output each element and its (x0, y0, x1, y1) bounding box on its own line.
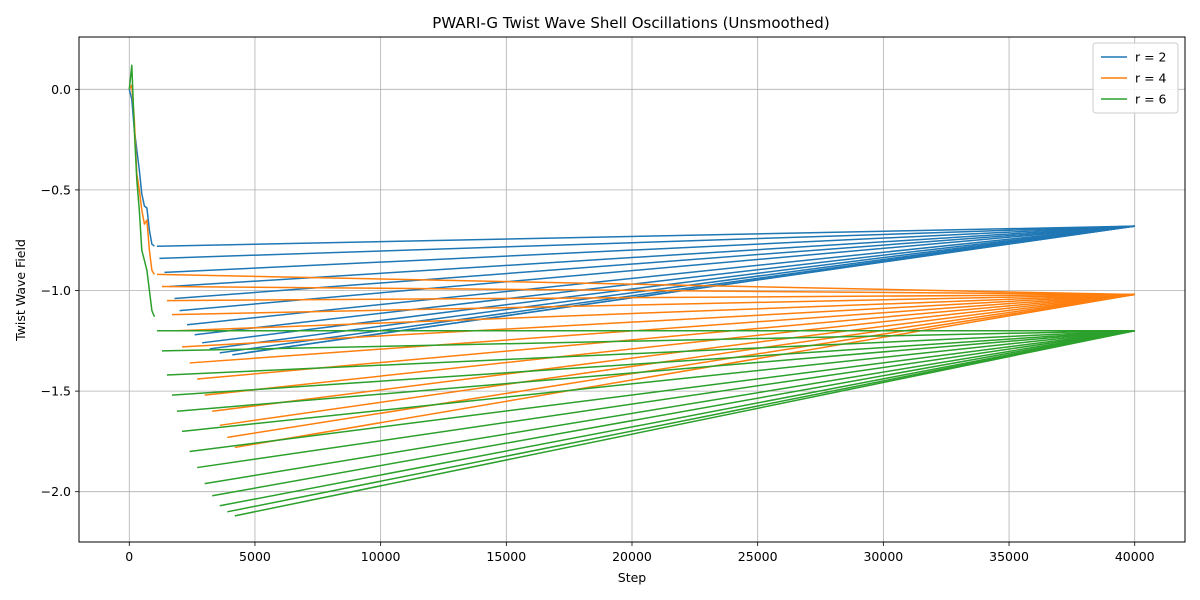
legend-label: r = 4 (1135, 71, 1167, 86)
series-1-segment (169, 225, 1135, 288)
series-1-segment (159, 225, 1135, 260)
series-1-segment (156, 225, 1135, 247)
x-tick-label: 40000 (1115, 549, 1155, 564)
series-2-segment (189, 293, 1135, 364)
series-1-segment (244, 225, 1135, 354)
series-2-segment (156, 273, 1135, 296)
y-tick-label: 0.0 (51, 82, 71, 97)
chart-title: PWARI-G Twist Wave Shell Oscillations (U… (432, 14, 829, 32)
series-3-segment (176, 329, 1135, 412)
series-2-segment (182, 293, 1135, 348)
grid-layer (79, 37, 1185, 542)
series-2-segment (227, 293, 1135, 439)
legend-label: r = 6 (1135, 92, 1167, 107)
series-2-segment (204, 293, 1135, 396)
x-tick-label: 20000 (612, 549, 652, 564)
series-1-segment (164, 225, 1135, 274)
legend-box (1092, 42, 1179, 114)
series-1-segment (209, 225, 1135, 350)
y-tick-label: −2.0 (41, 484, 71, 499)
x-tick-label: 5000 (239, 549, 271, 564)
series-3-initial-line (128, 64, 156, 317)
series-1-segment (194, 225, 1135, 336)
series-2-segment (197, 293, 1135, 380)
series-3-segment (204, 330, 1135, 485)
series-3-segment (166, 329, 1135, 376)
series-1-segment (174, 225, 1135, 300)
series-layer (128, 64, 1135, 517)
series-2-segment (234, 293, 1135, 449)
y-tick-label: −1.5 (41, 384, 71, 399)
x-tick-label: 30000 (863, 549, 903, 564)
series-2-segment (166, 293, 1135, 302)
series-3-segment (197, 330, 1135, 469)
y-axis-label: Twist Wave Field (13, 239, 28, 342)
x-tick-label: 15000 (486, 549, 526, 564)
series-2-segment (161, 285, 1135, 296)
series-2-segment (171, 293, 1135, 316)
x-tick-label: 0 (125, 549, 133, 564)
legend: r = 2 r = 4 r = 6 (1092, 42, 1179, 114)
tick-layer: 0 5000 10000 15000 20000 25000 30000 35000 40000… (41, 82, 1155, 564)
series-2-segment (219, 293, 1135, 427)
series-3-segment (171, 329, 1135, 396)
series-2-segment (177, 293, 1135, 332)
series-3-segment (181, 329, 1135, 433)
series-2 (128, 84, 1135, 449)
series-1-segment (187, 225, 1135, 326)
series-1-segment (179, 225, 1135, 312)
x-tick-label: 10000 (361, 549, 401, 564)
x-tick-label: 25000 (738, 549, 778, 564)
series-2-segment (212, 293, 1135, 412)
series-3-segment (212, 330, 1135, 497)
legend-label: r = 2 (1135, 50, 1167, 65)
series-3-segment (189, 330, 1135, 453)
series-3-segment (227, 330, 1135, 513)
y-tick-label: −1.0 (41, 283, 71, 298)
x-tick-label: 35000 (989, 549, 1029, 564)
series-3-segment (234, 330, 1135, 517)
series-3-segment (161, 329, 1135, 352)
y-tick-label: −0.5 (41, 182, 71, 197)
series-3-segment (219, 330, 1135, 507)
series-3 (128, 64, 1135, 517)
x-axis-label: Step (618, 570, 647, 585)
